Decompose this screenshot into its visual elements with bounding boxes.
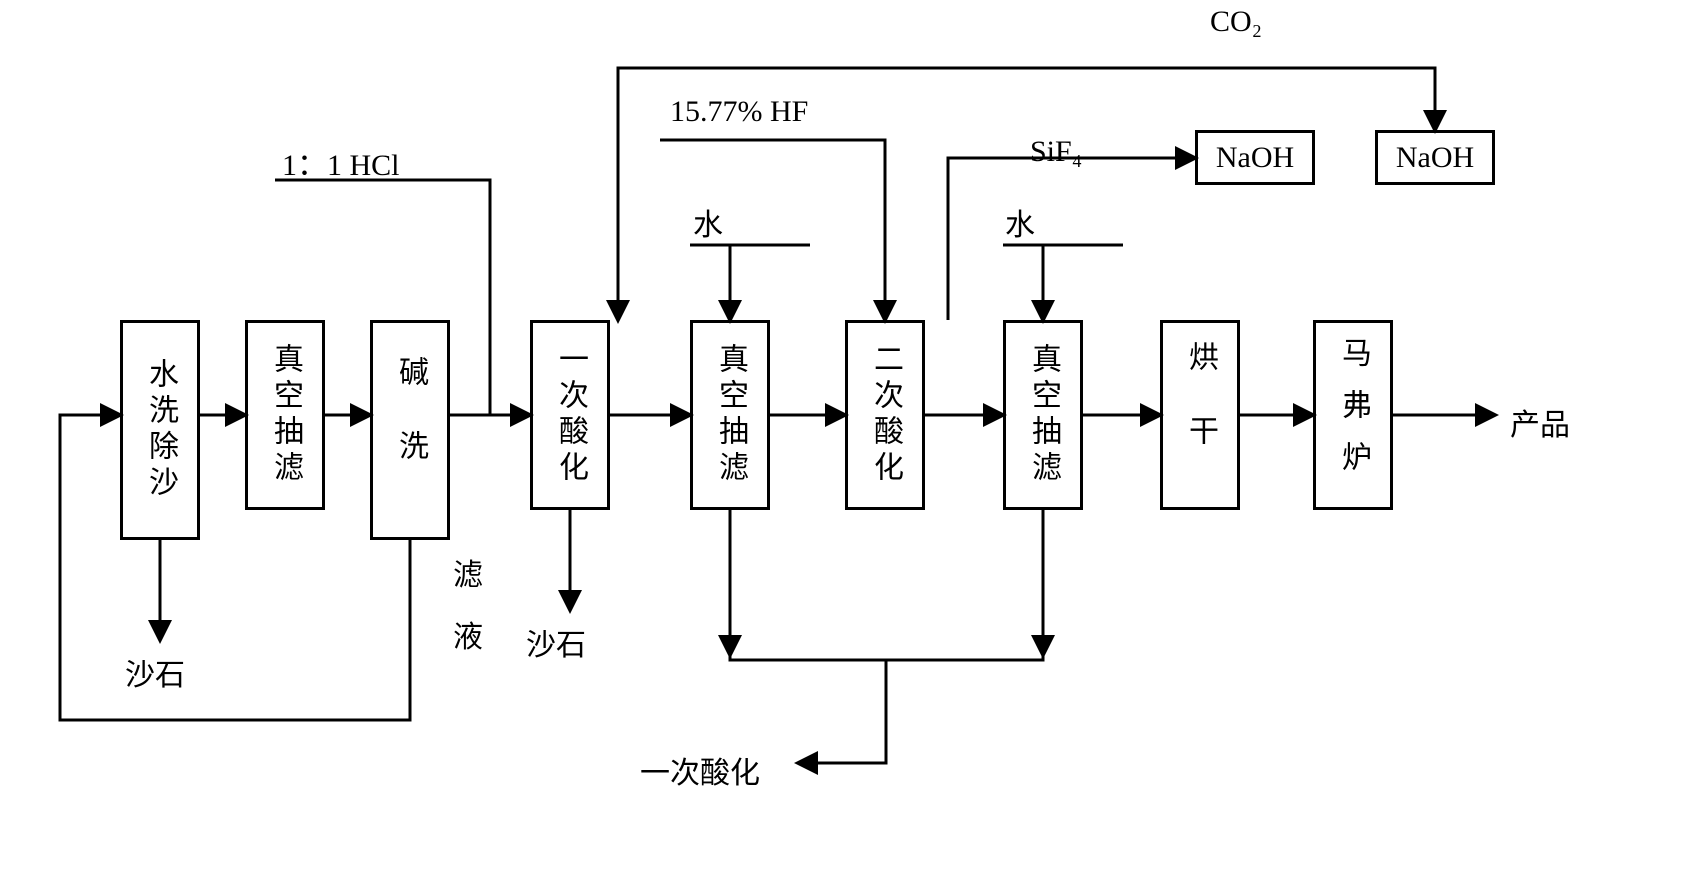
free-label-filtrate1: 滤 — [453, 550, 483, 594]
free-label-filtrate2: 液 — [453, 612, 483, 656]
free-label-sand1: 沙石 — [125, 650, 185, 694]
process-box-b1: 水洗除沙 — [120, 320, 200, 540]
box-label: 水洗除沙 — [145, 358, 175, 502]
free-label-water1: 水 — [693, 200, 723, 244]
box-label: 真空抽滤 — [270, 343, 300, 487]
process-box-b10: NaOH — [1195, 130, 1315, 185]
free-label-hf: 15.77% HF — [670, 95, 808, 129]
box-label: 烘干 — [1185, 341, 1215, 489]
edge-20 — [798, 660, 886, 763]
box-label: 真空抽滤 — [715, 343, 745, 487]
box-label: 马弗炉 — [1338, 337, 1368, 493]
box-label: 二次酸化 — [870, 343, 900, 487]
process-box-b8: 烘干 — [1160, 320, 1240, 510]
process-box-b11: NaOH — [1375, 130, 1495, 185]
free-label-sif4: SiF₄ — [1030, 135, 1082, 169]
edge-19 — [730, 510, 1043, 660]
free-label-water2: 水 — [1005, 200, 1035, 244]
box-label: NaOH — [1216, 141, 1294, 175]
free-label-product: 产品 — [1510, 400, 1570, 444]
free-label-co2: CO₂ — [1210, 5, 1262, 39]
process-box-b6: 二次酸化 — [845, 320, 925, 510]
process-box-b7: 真空抽滤 — [1003, 320, 1083, 510]
free-label-recycle: 一次酸化 — [640, 748, 760, 792]
edge-17 — [948, 158, 1195, 320]
process-box-b2: 真空抽滤 — [245, 320, 325, 510]
process-box-b5: 真空抽滤 — [690, 320, 770, 510]
box-label: 真空抽滤 — [1028, 343, 1058, 487]
box-label: NaOH — [1396, 141, 1474, 175]
process-box-b9: 马弗炉 — [1313, 320, 1393, 510]
edge-21 — [60, 415, 410, 720]
free-label-sand2: 沙石 — [526, 620, 586, 664]
process-box-b4: 一次酸化 — [530, 320, 610, 510]
box-label: 一次酸化 — [555, 343, 585, 487]
process-box-b3: 碱洗 — [370, 320, 450, 540]
box-label: 碱洗 — [395, 356, 425, 504]
free-label-hcl: 1：1 HCl — [282, 140, 400, 184]
